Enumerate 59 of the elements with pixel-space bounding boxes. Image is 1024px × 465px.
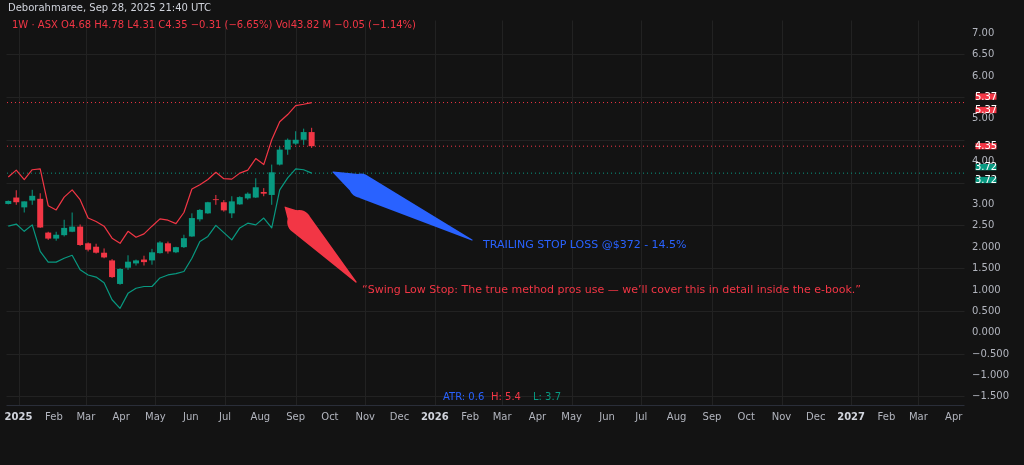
candlestick [212, 194, 219, 206]
y-tick-label: 0.000 [972, 326, 1001, 338]
candlestick [148, 248, 155, 266]
x-tick-label: Mar [492, 411, 513, 422]
y-tick-label: 7.00 [972, 26, 995, 38]
x-tick-label: Jul [634, 411, 648, 422]
x-tick-label: Feb [45, 411, 63, 422]
x-tick-label: Feb [877, 411, 896, 422]
y-tick-label: 1.000 [972, 283, 1001, 295]
x-tick-label: May [145, 411, 166, 422]
text: Deborahmaree, Sep 28, 2025 21:40 UTC [8, 2, 211, 13]
x-tick-label: Dec [389, 411, 410, 422]
candlestick [125, 254, 132, 271]
x-tick-label: Apr [528, 411, 547, 422]
y-tick-label: 6.00 [972, 69, 995, 81]
x-tick-label: Dec [806, 411, 826, 422]
candlestick [109, 258, 116, 279]
x-tick-label: Aug [250, 411, 271, 422]
y-tick-label: 2.50 [972, 219, 995, 231]
candlestick [77, 223, 84, 247]
x-tick-label: Sep [286, 411, 306, 422]
annotation: TRAILING STOP LOSS @$372 - 14.5% [482, 238, 687, 251]
y-tick-label: 0.500 [972, 304, 1001, 316]
x-tick-label: Feb [461, 411, 480, 422]
x-tick-label: Mar [76, 411, 97, 422]
x-tick-label: Oct [737, 411, 755, 422]
y-tick-label: −1.000 [972, 369, 1010, 381]
x-tick-label: May [561, 411, 583, 422]
x-tick-label: Aug [666, 411, 687, 422]
x-tick-label: Sep [702, 411, 722, 422]
y-tick-label: −0.500 [972, 347, 1010, 359]
x-tick-label: Oct [321, 411, 339, 422]
x-tick-label: 2026 [420, 411, 449, 422]
annotation: 1W · ASX O4.68 H4.78 L4.31 C4.35 −0.31 (−6.65%) Vol43.82 M −0.05 (−1.14%) [12, 19, 417, 30]
candlestick [252, 177, 259, 199]
annotation: “Swing Low Stop: The true method pros use — we’ll cover this in detail inside the e-book.” [362, 283, 862, 296]
candlestick [188, 212, 195, 238]
y-tick-label: 6.50 [972, 48, 995, 60]
annotation: ATR: 0.6 [443, 391, 485, 402]
x-tick-label: Mar [908, 411, 929, 422]
x-tick-label: Jul [217, 411, 232, 422]
candlestick [228, 195, 235, 219]
x-tick-label: 2027 [837, 411, 866, 422]
x-tick-label: Jun [181, 411, 199, 422]
x-tick-label: Nov [771, 411, 792, 422]
annotation: L: 3.7 [533, 391, 562, 402]
candlestick [133, 259, 140, 267]
x-tick-label: Apr [945, 411, 964, 422]
annotation: H: 5.4 [491, 391, 521, 402]
y-tick-label: 1.500 [972, 262, 1001, 274]
y-tick-label: 2.000 [972, 240, 1001, 252]
text: 3.72 [974, 174, 998, 185]
ref-line-label: 3.72 [974, 161, 998, 173]
x-tick-label: Jun [598, 411, 615, 422]
x-tick-label: 2025 [4, 411, 33, 422]
x-tick-label: Nov [355, 411, 376, 422]
y-tick-label: −1.500 [972, 390, 1010, 402]
y-tick-label: 3.00 [972, 197, 995, 209]
x-tick-label: Apr [112, 411, 131, 422]
